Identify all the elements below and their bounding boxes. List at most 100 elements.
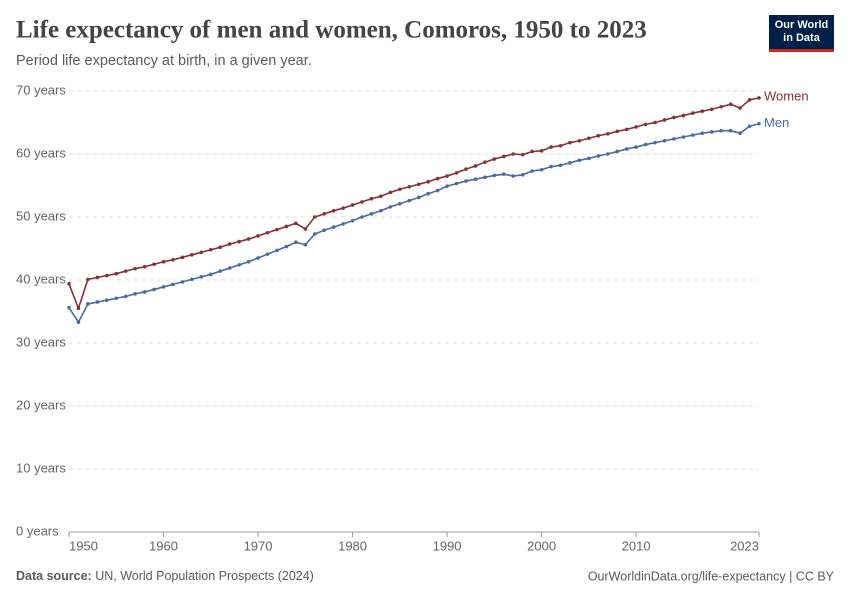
point — [464, 167, 468, 171]
point — [284, 224, 289, 229]
point — [501, 172, 506, 176]
source-label: Data source: — [16, 569, 92, 583]
point — [142, 290, 147, 294]
point — [558, 144, 563, 148]
point — [691, 133, 695, 137]
point — [568, 161, 572, 165]
point — [596, 133, 601, 138]
point — [757, 121, 761, 126]
point — [483, 160, 487, 164]
point — [86, 302, 90, 306]
point — [398, 201, 402, 206]
point — [369, 212, 374, 216]
point — [341, 222, 345, 226]
point — [294, 221, 298, 226]
point — [76, 306, 81, 311]
point — [303, 227, 308, 231]
point — [237, 263, 241, 267]
point — [95, 300, 100, 304]
point — [180, 255, 185, 260]
point — [407, 184, 412, 189]
credit[interactable]: OurWorldinData.org/life-expectancy | CC … — [588, 569, 835, 583]
point — [681, 113, 686, 118]
point — [634, 145, 638, 149]
point — [558, 163, 563, 168]
y-tick-label: 70 years — [16, 82, 66, 97]
logo[interactable]: Our World in Data — [769, 15, 834, 52]
point — [643, 122, 648, 127]
point — [256, 256, 260, 260]
point — [171, 282, 175, 287]
y-tick-label: 20 years — [16, 397, 66, 412]
point — [180, 280, 185, 284]
point — [331, 208, 336, 213]
point — [294, 240, 298, 244]
point — [312, 232, 317, 236]
point — [492, 157, 497, 161]
point — [473, 164, 478, 168]
point — [520, 152, 525, 157]
x-tick-label: 2000 — [527, 538, 556, 553]
point — [416, 182, 421, 187]
point — [190, 253, 194, 257]
x-tick-label: 1980 — [338, 538, 367, 553]
point — [747, 98, 752, 102]
point — [227, 242, 232, 246]
point — [624, 127, 629, 132]
chart-title: Life expectancy of men and women, Comoro… — [16, 17, 647, 44]
point — [199, 275, 204, 279]
point — [662, 118, 667, 122]
point — [454, 171, 459, 175]
y-tick-label: 0 years — [16, 523, 59, 538]
point — [653, 120, 657, 125]
point — [256, 234, 260, 238]
point — [634, 125, 638, 129]
logo-stripe — [769, 49, 834, 52]
point — [672, 115, 676, 120]
point — [208, 272, 213, 277]
point — [615, 149, 620, 154]
point — [539, 167, 544, 172]
x-tick-label: 1960 — [149, 538, 178, 553]
y-tick-label: 10 years — [16, 460, 66, 475]
point — [105, 273, 109, 278]
point — [123, 294, 128, 299]
point — [67, 281, 71, 286]
point — [624, 147, 629, 151]
point — [171, 258, 175, 262]
y-tick-label: 50 years — [16, 208, 66, 223]
point — [747, 124, 752, 129]
y-tick-label: 40 years — [16, 271, 66, 286]
point — [577, 158, 582, 163]
point — [501, 154, 506, 159]
point — [539, 149, 544, 153]
point — [672, 137, 676, 141]
point — [152, 262, 156, 267]
logo-box — [769, 15, 834, 52]
point — [133, 266, 137, 271]
point — [341, 206, 345, 210]
point — [322, 228, 327, 233]
point — [105, 298, 109, 302]
point — [199, 250, 204, 255]
point — [350, 218, 355, 223]
point — [246, 237, 251, 241]
series-line — [68, 97, 760, 311]
point — [738, 106, 742, 110]
point — [161, 259, 166, 264]
point — [492, 173, 497, 178]
point — [322, 212, 327, 216]
point — [596, 154, 601, 158]
point — [662, 138, 667, 143]
point — [681, 135, 686, 139]
point — [605, 132, 610, 136]
point — [435, 188, 440, 193]
point — [407, 198, 412, 203]
x-tick-label: 1950 — [69, 538, 98, 553]
point — [549, 145, 553, 149]
point — [520, 172, 525, 177]
point — [435, 176, 440, 181]
point — [76, 320, 81, 325]
